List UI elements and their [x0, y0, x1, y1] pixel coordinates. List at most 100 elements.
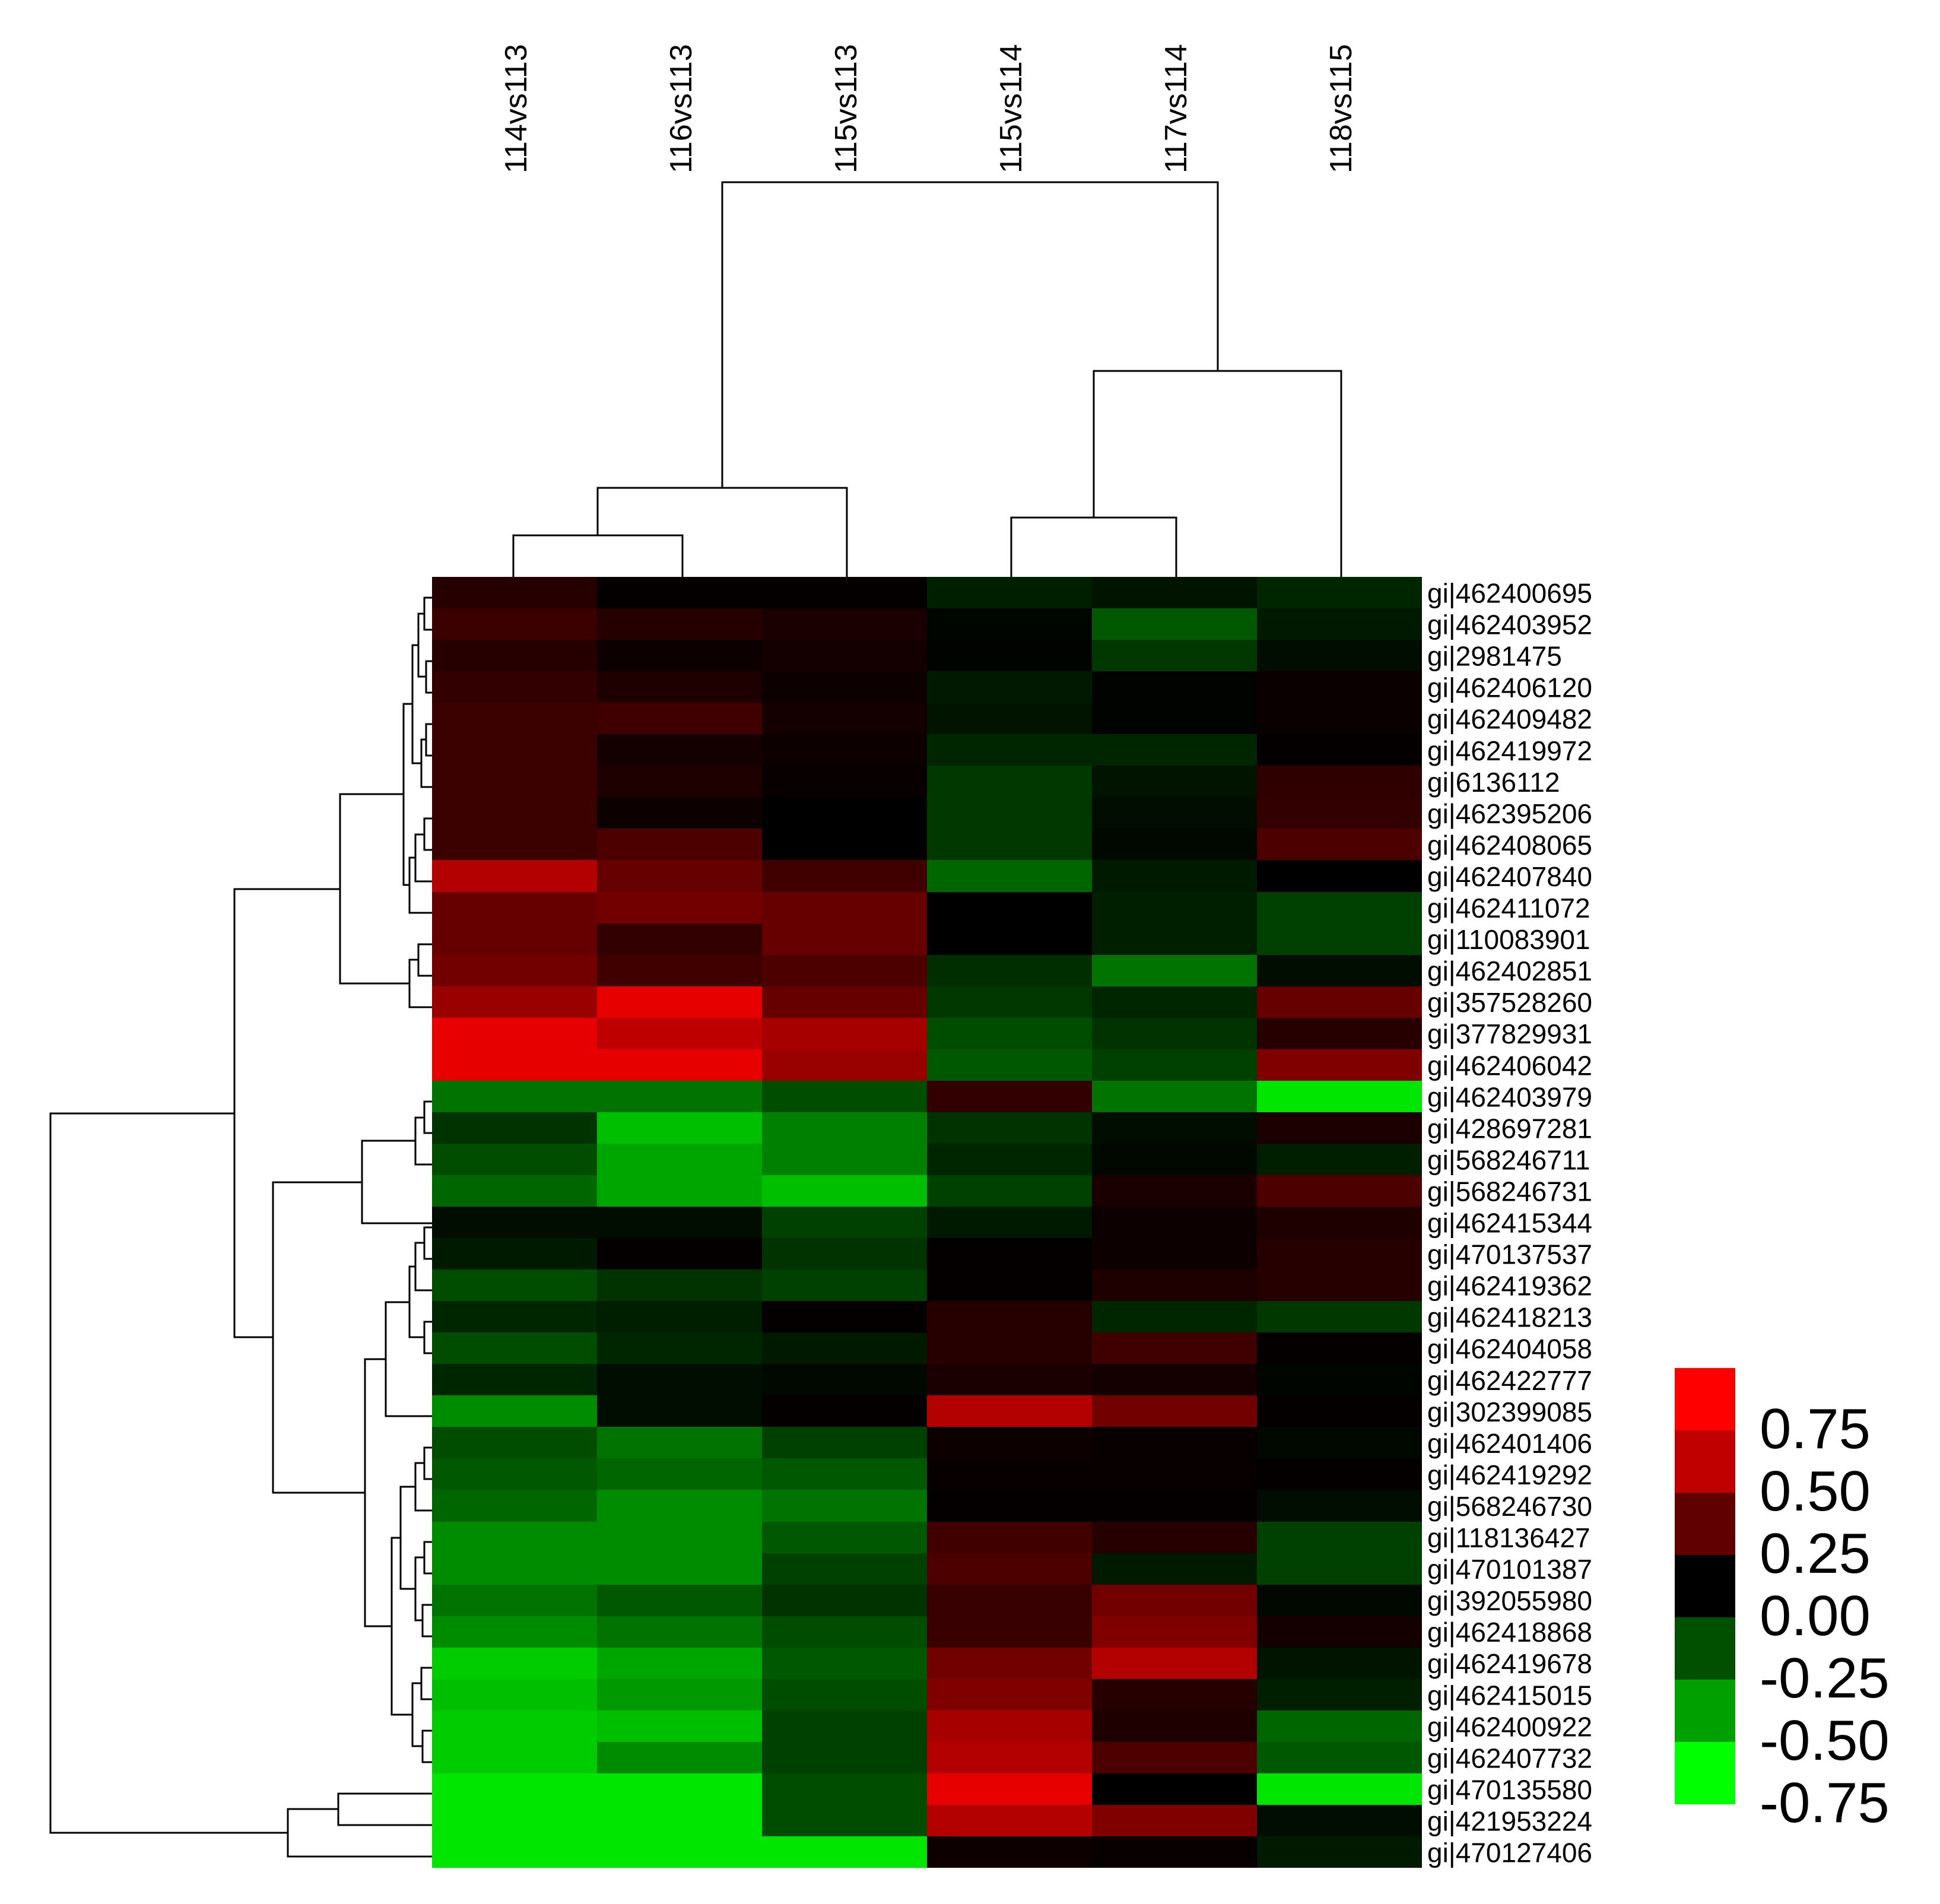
heatmap-cell [597, 1805, 762, 1836]
heatmap-cell [432, 1427, 597, 1458]
heatmap-cell [597, 1585, 762, 1616]
legend-swatch [1675, 1555, 1735, 1617]
col-dendro-link [1093, 370, 1342, 577]
heatmap-cell [597, 671, 762, 703]
heatmap-cell [1092, 1301, 1257, 1332]
heatmap-cell [1092, 986, 1257, 1018]
column-label: 115vs113 [829, 44, 863, 173]
heatmap-cell [927, 1238, 1092, 1270]
heatmap-cell [762, 1679, 927, 1711]
heatmap-cell [762, 1836, 927, 1868]
heatmap-cell [1092, 1112, 1257, 1144]
heatmap-cell [762, 1332, 927, 1364]
heatmap-cell [1092, 1144, 1257, 1175]
heatmap-cell [1092, 1427, 1257, 1458]
row-label: gi|110083901 [1427, 924, 1590, 955]
heatmap-cell [1092, 1364, 1257, 1395]
heatmap-cell [762, 1616, 927, 1648]
heatmap-cell [927, 1585, 1092, 1616]
legend-tick-label: -0.50 [1760, 1709, 1890, 1772]
heatmap-cell [762, 1175, 927, 1207]
heatmap-cell [1257, 1585, 1422, 1616]
heatmap-cell [597, 1553, 762, 1585]
heatmap-cell [597, 1238, 762, 1270]
heatmap-cell [1092, 1490, 1257, 1522]
heatmap-cell [1092, 1522, 1257, 1553]
heatmap-cells [432, 577, 1422, 1868]
heatmap-cell [1092, 640, 1257, 671]
heatmap-cell [432, 703, 597, 734]
heatmap-cell [432, 1522, 597, 1553]
row-labels: gi|462400695gi|462403952gi|2981475gi|462… [1427, 578, 1592, 1868]
heatmap-cell [1257, 577, 1422, 608]
heatmap-cell [927, 1112, 1092, 1144]
heatmap-cell [597, 1427, 762, 1458]
heatmap-cell [1092, 1270, 1257, 1301]
heatmap-cell [1257, 1112, 1422, 1144]
heatmap-cell [432, 1836, 597, 1868]
color-legend: 0.750.500.250.00-0.25-0.50-0.75 [1675, 1368, 1890, 1835]
row-dendro-link [421, 1730, 432, 1763]
row-label: gi|421953224 [1427, 1805, 1592, 1836]
heatmap-cell [432, 1112, 597, 1144]
heatmap-cell [762, 703, 927, 734]
heatmap-cell [762, 1427, 927, 1458]
heatmap-cell [762, 1238, 927, 1270]
heatmap-cell [597, 1081, 762, 1112]
column-label: 114vs113 [499, 44, 534, 173]
heatmap-cell [762, 955, 927, 986]
heatmap-cell [1092, 1238, 1257, 1270]
heatmap-cell [432, 1238, 597, 1270]
row-label: gi|470101387 [1427, 1554, 1592, 1585]
legend-swatch [1675, 1617, 1735, 1680]
row-label: gi|428697281 [1427, 1113, 1592, 1144]
heatmap-cell [1092, 608, 1257, 640]
row-dendro-link [233, 888, 340, 1338]
heatmap-cell [927, 1773, 1092, 1805]
heatmap-cell [927, 1458, 1092, 1490]
legend-swatch [1675, 1742, 1735, 1804]
heatmap-cell [432, 766, 597, 797]
heatmap-cell [1257, 1553, 1422, 1585]
row-dendrogram [49, 596, 432, 1858]
heatmap-cell [927, 955, 1092, 986]
row-label: gi|462419972 [1427, 735, 1592, 766]
column-label: 117vs114 [1159, 44, 1193, 173]
heatmap-cell [432, 1049, 597, 1081]
heatmap-cell [1257, 1270, 1422, 1301]
heatmap-cell [1092, 1553, 1257, 1585]
heatmap-cell [1257, 1648, 1422, 1679]
heatmap-cell [432, 892, 597, 924]
heatmap-cell [432, 1773, 597, 1805]
column-labels: 114vs113 116vs113 115vs113 115vs114 117vs114… [499, 44, 1358, 173]
heatmap-cell [762, 1553, 927, 1585]
heatmap-cell [597, 1112, 762, 1144]
legend-swatch [1675, 1493, 1735, 1555]
row-dendro-link [390, 1537, 412, 1716]
col-dendro-link [512, 534, 684, 577]
heatmap-cell [432, 1175, 597, 1207]
heatmap-cell [1092, 703, 1257, 734]
heatmap-cell [1257, 1175, 1422, 1207]
heatmap-cell [927, 924, 1092, 955]
heatmap-cell [597, 1648, 762, 1679]
heatmap-cell [762, 1585, 927, 1616]
heatmap-cell [762, 829, 927, 860]
heatmap-cell [927, 986, 1092, 1018]
row-label: gi|377829931 [1427, 1018, 1592, 1049]
heatmap-cell [1257, 1049, 1422, 1081]
heatmap-cell [432, 1081, 597, 1112]
heatmap-cell [762, 1081, 927, 1112]
heatmap-cell [432, 1805, 597, 1836]
heatmap-cell [1257, 640, 1422, 671]
row-dendro-link [425, 723, 432, 757]
legend-swatch [1675, 1430, 1735, 1493]
heatmap-cell [1092, 1395, 1257, 1427]
heatmap-cell [927, 1049, 1092, 1081]
row-label: gi|470135580 [1427, 1774, 1592, 1805]
heatmap-cell [927, 608, 1092, 640]
heatmap-cell [597, 986, 762, 1018]
heatmap-cell [762, 640, 927, 671]
heatmap-cell [1257, 1458, 1422, 1490]
